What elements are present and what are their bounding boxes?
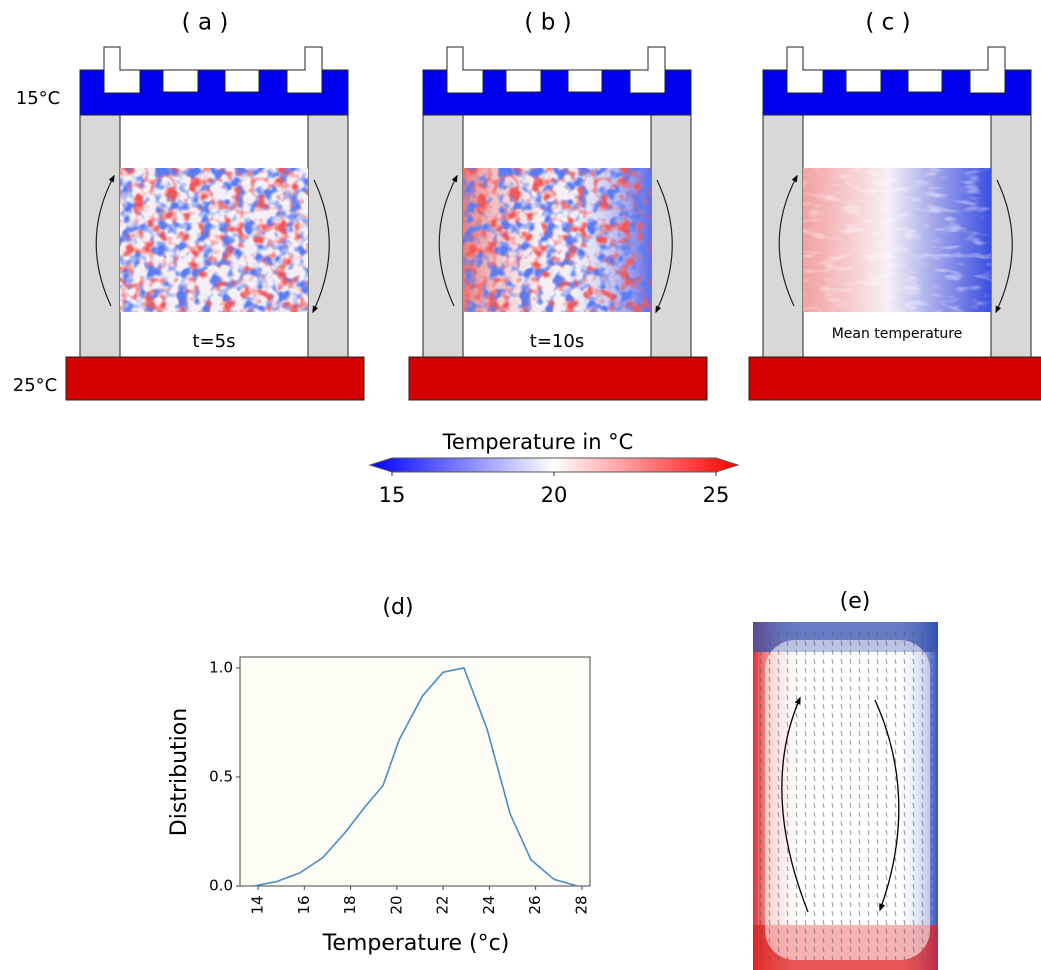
panel-e-label: (e) — [840, 589, 871, 614]
heatmap-noise — [463, 168, 651, 312]
base-hot — [65, 356, 365, 401]
x-tick-label: 24 — [480, 895, 498, 914]
x-tick-label: 26 — [526, 895, 544, 914]
colorbar-tick-label: 15 — [379, 483, 406, 507]
y-tick-label: 0.5 — [209, 767, 233, 785]
cutout — [567, 69, 603, 93]
panel: ( a ) t=5s — [65, 10, 365, 401]
flow-arrow — [655, 179, 673, 314]
cutout — [629, 46, 666, 94]
panel: ( b ) t=10s — [408, 10, 708, 401]
colorbar-label: Temperature in °C — [442, 430, 634, 454]
panel-label: ( b ) — [524, 10, 571, 36]
y-axis-label: Distribution — [167, 708, 192, 836]
wall — [307, 114, 349, 358]
flow-arrow — [438, 174, 458, 307]
cutout — [103, 46, 141, 94]
panel-caption: t=10s — [530, 331, 584, 352]
base-hot — [748, 356, 1041, 401]
wall — [422, 114, 464, 358]
panel-label: ( c ) — [865, 10, 910, 36]
cutout — [224, 69, 260, 93]
cutout — [786, 46, 824, 94]
flow-arrow — [312, 179, 330, 314]
x-axis-label: Temperature (°c) — [322, 931, 510, 956]
panel-label: ( a ) — [182, 10, 229, 36]
heatmap-noise — [120, 168, 308, 312]
chart-title: (d) — [382, 595, 413, 620]
e-vectors — [760, 630, 932, 960]
panel-caption: t=5s — [193, 331, 236, 352]
top-temp: 15°C — [16, 88, 60, 109]
y-tick-label: 0.0 — [209, 877, 233, 895]
line — [253, 666, 578, 887]
colorbar-tick-label: 25 — [703, 483, 730, 507]
wall — [762, 114, 804, 358]
plot-area — [239, 656, 591, 887]
e-arrow — [874, 699, 900, 912]
wall — [990, 114, 1032, 358]
colorbar-tick-label: 20 — [541, 483, 568, 507]
cutout — [286, 46, 323, 94]
x-tick-label: 20 — [387, 895, 405, 914]
line-chart: (d) Temperature (°c) Distribution 14 16 18 20 2… — [167, 595, 591, 956]
panel-caption: Mean temperature — [832, 326, 963, 342]
cutout — [162, 69, 199, 93]
flow-arrow — [95, 174, 115, 307]
x-tick-label: 28 — [572, 895, 590, 914]
wall — [79, 114, 121, 358]
bottom-temp: 25°C — [13, 375, 57, 396]
cutout — [969, 46, 1006, 94]
x-tick-label: 18 — [341, 895, 359, 914]
x-tick-label: 22 — [434, 895, 452, 914]
heatmap-noise — [803, 168, 991, 312]
panels: ( a ) t=5s ( b ) t=10s ( c ) Mean temperature — [65, 10, 1041, 401]
cutout — [907, 69, 943, 93]
flow-arrow — [778, 174, 798, 307]
cutout — [845, 69, 882, 93]
flow-arrow — [995, 179, 1013, 314]
wall — [650, 114, 692, 358]
x-tick-label: 14 — [249, 895, 267, 914]
cutout — [446, 46, 484, 94]
base-hot — [408, 356, 708, 401]
e-arrow — [781, 696, 809, 913]
colorbar — [368, 457, 740, 473]
cutout — [505, 69, 542, 93]
y-tick-label: 1.0 — [209, 658, 233, 676]
panel-e — [753, 622, 938, 970]
panel: ( c ) Mean temperature — [748, 10, 1041, 401]
x-tick-label: 16 — [295, 895, 313, 914]
